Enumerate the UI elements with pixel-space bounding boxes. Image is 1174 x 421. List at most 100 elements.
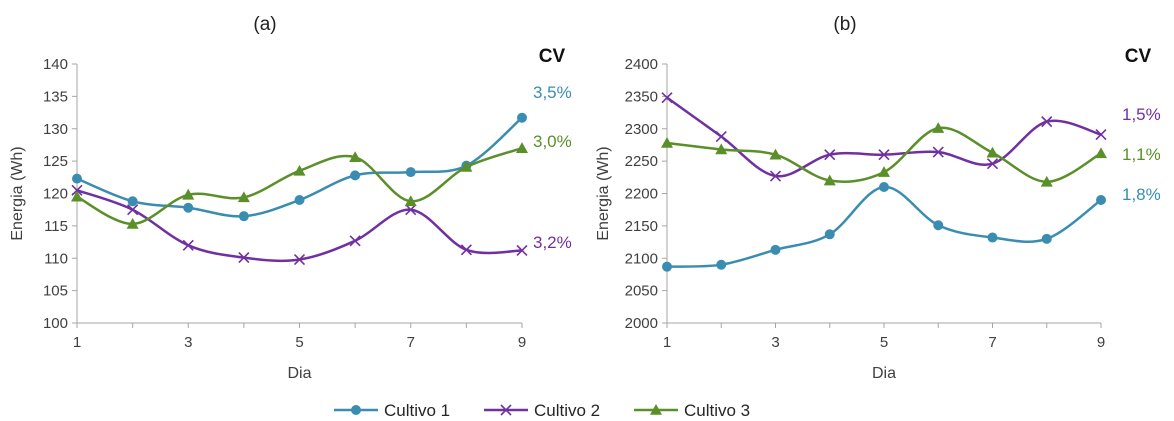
legend-label: Cultivo 1 [384,401,450,420]
legend: Cultivo 1 Cultivo 2 Cultivo 3 [334,401,750,420]
data-point [183,202,194,213]
cv-label: 3,0% [533,132,572,151]
panel-title: (b) [833,14,856,35]
data-point [1041,116,1053,128]
y-axis-title: Energia (Wh) [595,146,612,240]
data-point [460,244,472,256]
legend-marker [650,404,662,415]
data-point [127,204,139,216]
x-axis-title: Dia [287,365,311,382]
data-point [516,142,528,153]
data-point [878,166,890,177]
series-cultivo-3 [661,122,1107,187]
data-point [933,220,944,231]
data-point [404,195,417,207]
y-tick-label: 2350 [625,88,658,105]
data-point [824,229,835,240]
series-cultivo-2 [661,92,1107,182]
y-tick-label: 2300 [625,121,658,138]
data-point [238,211,249,222]
data-point [932,146,944,158]
y-tick-label: 120 [43,186,68,203]
legend-item: Cultivo 1 [334,401,450,420]
data-point [716,259,727,270]
y-tick-label: 2250 [625,153,658,170]
data-point [879,182,889,193]
data-point [986,146,999,158]
data-point [824,149,836,161]
y-tick-label: 105 [43,283,68,300]
data-point [715,130,727,143]
y-tick-label: 125 [43,153,68,170]
x-tick-label: 9 [518,334,526,351]
data-point [405,204,417,216]
series-cultivo-1 [72,112,527,222]
data-point [517,112,527,123]
data-point [516,244,528,257]
data-point [182,239,194,251]
y-tick-label: 2050 [625,283,658,300]
data-point [238,252,250,264]
x-tick-label: 1 [663,334,671,351]
series-line [666,126,1102,184]
y-axis-title: Energia (Wh) [9,146,26,240]
data-point [1040,175,1053,187]
x-tick-label: 9 [1097,334,1105,351]
x-tick-label: 3 [184,334,192,351]
data-point [71,190,83,202]
data-point [661,92,673,104]
data-point [294,194,305,205]
series-cultivo-3 [71,142,528,229]
panel-b: (b) CV 2000 2050 2100 2150 2200 2250 2300 2350 240… [595,14,1161,382]
y-tick-label: 110 [44,250,68,267]
data-point [350,170,361,181]
panel-title: (a) [253,14,276,35]
data-point [986,158,999,170]
data-point [1041,233,1052,244]
cv-label: 3,5% [533,83,572,102]
y-tick-label: 2150 [625,218,658,235]
y-tick-label: 115 [44,218,68,235]
data-point [769,170,782,182]
data-point [769,148,782,160]
cv-label: 3,2% [533,233,572,252]
data-point [662,261,672,272]
x-tick-label: 1 [73,334,81,351]
series-line [666,96,1102,178]
data-point [460,160,473,172]
data-point [182,188,195,200]
data-point [349,235,361,247]
data-point [126,217,139,229]
data-point [1095,129,1107,141]
cv-label: 1,1% [1122,145,1161,164]
data-point [71,184,83,196]
legend-item: Cultivo 2 [484,401,600,420]
x-tick-label: 7 [407,334,415,351]
data-point [878,149,890,161]
x-tick-label: 5 [880,334,888,351]
y-tick-label: 130 [43,121,68,138]
x-tick-label: 7 [988,334,996,351]
data-point [823,174,836,186]
data-point [987,232,998,243]
data-point [293,164,306,176]
cv-header: CV [539,46,566,67]
data-point [661,136,673,148]
data-point [932,122,945,133]
legend-label: Cultivo 2 [534,401,600,420]
cv-header: CV [1125,46,1152,67]
data-point [1095,147,1107,159]
y-tick-label: 135 [43,88,68,105]
series-line [76,147,523,226]
legend-marker [351,405,361,415]
data-point [1096,194,1106,205]
y-tick-label: 2000 [625,315,658,332]
data-point [405,167,416,178]
y-tick-label: 2100 [625,250,658,267]
x-axis-title: Dia [872,365,896,382]
y-tick-label: 2200 [625,186,658,203]
data-point [349,151,362,163]
cv-label: 1,8% [1122,185,1161,204]
